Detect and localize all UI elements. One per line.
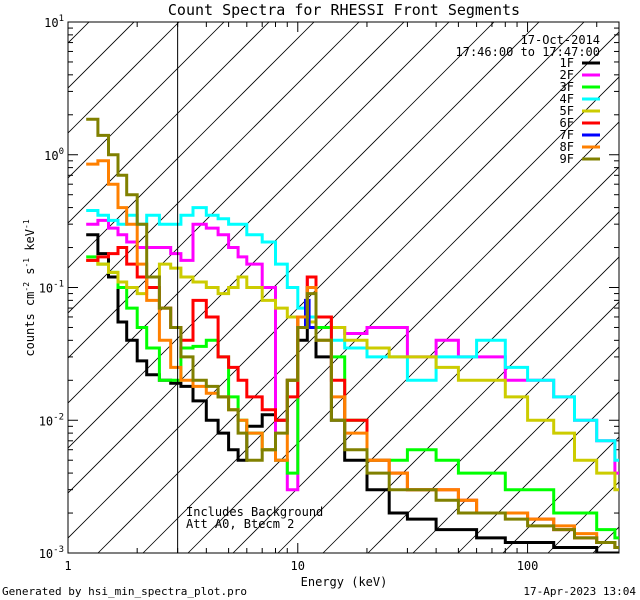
hatch-line	[412, 346, 619, 553]
timestamp-label: 17-Apr-2023 13:04	[523, 585, 636, 598]
hatch-line	[68, 22, 495, 449]
hatch-line	[97, 31, 619, 553]
x-tick-label: 100	[517, 559, 539, 573]
legend-label: 6F	[560, 116, 574, 130]
hatch-line	[277, 211, 619, 553]
hatch-line	[0, 0, 113, 553]
hatch-line	[232, 166, 619, 553]
hatch-line	[68, 22, 585, 539]
y-label-tail: keV	[23, 229, 37, 258]
hatch-line	[502, 436, 619, 553]
y-label-exp1: -2	[22, 282, 31, 292]
annotation-background: Includes Background	[186, 505, 323, 519]
y-tick-label: 101	[44, 14, 64, 30]
hatch-line	[68, 22, 180, 134]
series-6f	[86, 246, 619, 549]
hatch-line	[68, 22, 405, 359]
y-tick-label: 100	[44, 147, 64, 163]
hatch-line	[68, 22, 540, 494]
annotation-attenuator: Att A0, Btecm 2	[186, 517, 294, 531]
hatch-line	[367, 301, 619, 553]
legend-label: 5F	[560, 104, 574, 118]
y-axis-ticks: 10-3 10-2 10-1 100 101	[39, 14, 619, 561]
hatch-line	[142, 76, 619, 553]
series-9f	[86, 117, 619, 549]
y-tick-label: 10-2	[39, 412, 64, 428]
hatch-line	[68, 22, 270, 224]
legend-label: 1F	[560, 56, 574, 70]
legend-label: 9F	[560, 152, 574, 166]
hatch-line	[68, 22, 135, 89]
x-axis-label: Energy (keV)	[301, 575, 388, 589]
hatch-line	[68, 22, 450, 404]
hatch-line	[68, 22, 315, 269]
hatch-line	[457, 391, 619, 553]
hatch-line	[322, 256, 619, 553]
time-range-label: 17:46:00 to 17:47:00	[456, 45, 601, 59]
y-axis-label: counts cm-2 s-1 keV-1	[22, 219, 37, 356]
series-1f	[86, 233, 619, 553]
hatch-line	[68, 22, 360, 314]
y-label-exp3: -1	[22, 219, 31, 229]
series-3f	[86, 255, 619, 540]
date-label: 17-Oct-2014	[521, 33, 600, 47]
generated-by-label: Generated by hsi_min_spectra_plot.pro	[2, 585, 247, 598]
x-tick-label: 10	[291, 559, 305, 573]
y-tick-label: 10-3	[39, 545, 64, 561]
y-tick-label: 10-1	[39, 280, 64, 296]
legend-label: 3F	[560, 80, 574, 94]
y-label-mid: s	[23, 268, 37, 282]
legend-label: 4F	[560, 92, 574, 106]
series-5f	[86, 258, 619, 492]
legend-label: 7F	[560, 128, 574, 142]
y-label-exp2: -1	[22, 258, 31, 268]
x-tick-label: 1	[64, 559, 71, 573]
chart-title: Count Spectra for RHESSI Front Segments	[168, 1, 520, 19]
hatch-line	[68, 22, 225, 179]
hatched-region	[0, 0, 619, 553]
legend-label: 2F	[560, 68, 574, 82]
legend-label: 8F	[560, 140, 574, 154]
series-lines	[86, 117, 619, 553]
y-label-base: counts cm	[23, 292, 37, 357]
